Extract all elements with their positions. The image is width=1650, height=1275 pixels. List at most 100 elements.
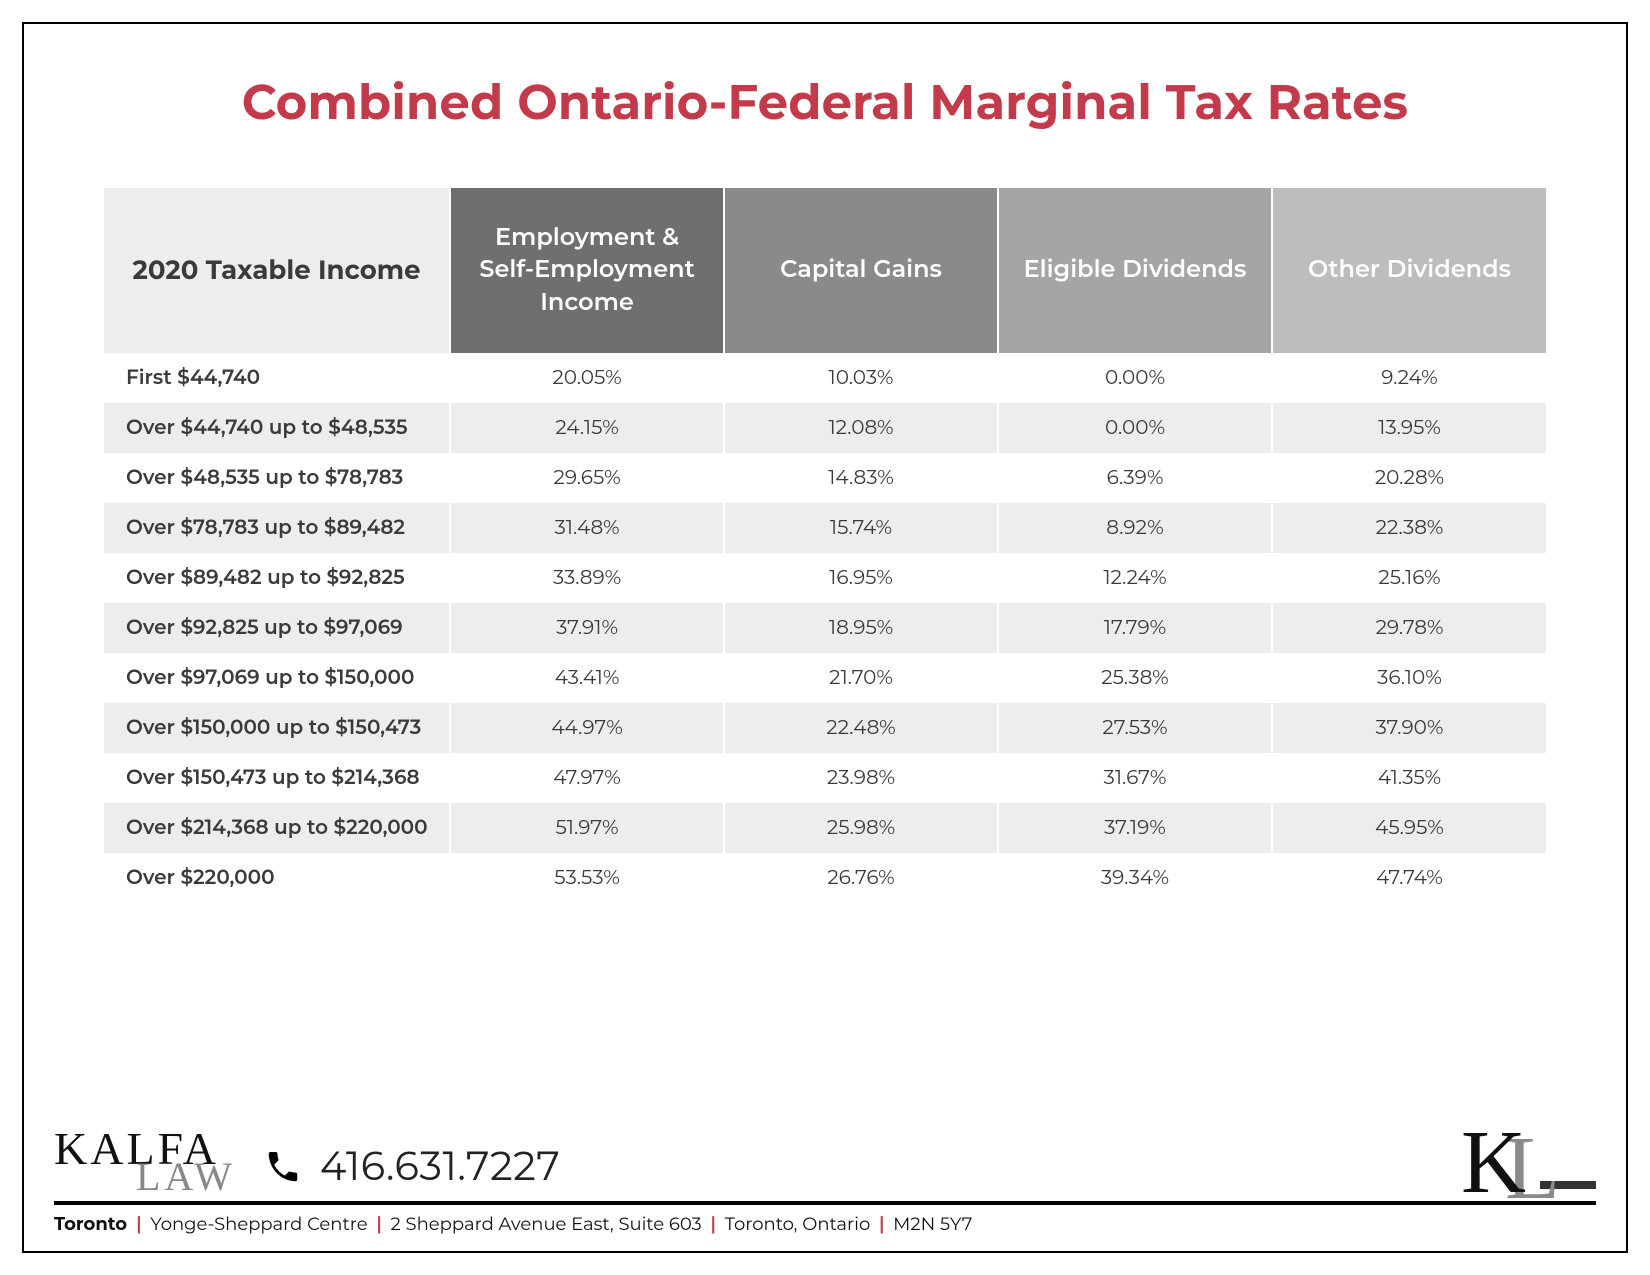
phone-number: 416.631.7227 [320, 1142, 561, 1191]
phone-block: 416.631.7227 [264, 1142, 561, 1191]
rate-cell: 47.97% [450, 753, 724, 803]
footer-address: Toronto | Yonge-Sheppard Centre | 2 Shep… [54, 1213, 1596, 1235]
table-header-row: 2020 Taxable Income Employment & Self-Em… [104, 188, 1546, 353]
rate-cell: 31.67% [998, 753, 1272, 803]
address-separator: | [706, 1213, 719, 1235]
rate-cell: 15.74% [724, 503, 998, 553]
table-row: First $44,74020.05%10.03%0.00%9.24% [104, 353, 1546, 403]
rate-cell: 44.97% [450, 703, 724, 753]
brand-monogram: L K [1461, 1127, 1596, 1199]
bracket-cell: Over $214,368 up to $220,000 [104, 803, 450, 853]
rate-cell: 21.70% [724, 653, 998, 703]
col-header-label: Capital Gains [780, 255, 942, 284]
rate-cell: 24.15% [450, 403, 724, 453]
table-row: Over $150,473 up to $214,36847.97%23.98%… [104, 753, 1546, 803]
rate-cell: 41.35% [1272, 753, 1546, 803]
bracket-cell: Over $89,482 up to $92,825 [104, 553, 450, 603]
rate-cell: 29.78% [1272, 603, 1546, 653]
bracket-cell: Over $44,740 up to $48,535 [104, 403, 450, 453]
rate-cell: 0.00% [998, 403, 1272, 453]
rate-cell: 17.79% [998, 603, 1272, 653]
rate-cell: 51.97% [450, 803, 724, 853]
rate-cell: 47.74% [1272, 853, 1546, 903]
tax-rates-table: 2020 Taxable Income Employment & Self-Em… [104, 188, 1546, 903]
rate-cell: 45.95% [1272, 803, 1546, 853]
rate-cell: 29.65% [450, 453, 724, 503]
address-part: 2 Sheppard Avenue East, Suite 603 [386, 1213, 707, 1235]
rate-cell: 53.53% [450, 853, 724, 903]
bracket-cell: Over $97,069 up to $150,000 [104, 653, 450, 703]
rate-cell: 37.91% [450, 603, 724, 653]
table-row: Over $89,482 up to $92,82533.89%16.95%12… [104, 553, 1546, 603]
table-row: Over $44,740 up to $48,53524.15%12.08%0.… [104, 403, 1546, 453]
address-part: Toronto, Ontario [720, 1213, 875, 1235]
table-row: Over $150,000 up to $150,47344.97%22.48%… [104, 703, 1546, 753]
rate-cell: 31.48% [450, 503, 724, 553]
rate-cell: 27.53% [998, 703, 1272, 753]
address-part: M2N 5Y7 [888, 1213, 972, 1235]
rate-cell: 12.08% [724, 403, 998, 453]
footer: KALFA LAW 416.631.7227 L K Toronto | [24, 1127, 1626, 1235]
bracket-cell: Over $48,535 up to $78,783 [104, 453, 450, 503]
col-header-capgains: Capital Gains [724, 188, 998, 353]
table-row: Over $214,368 up to $220,00051.97%25.98%… [104, 803, 1546, 853]
rate-cell: 0.00% [998, 353, 1272, 403]
rate-cell: 9.24% [1272, 353, 1546, 403]
bracket-cell: Over $92,825 up to $97,069 [104, 603, 450, 653]
bracket-cell: Over $150,473 up to $214,368 [104, 753, 450, 803]
footer-top-row: KALFA LAW 416.631.7227 L K [54, 1127, 1596, 1201]
monogram-letters: L K [1461, 1127, 1526, 1199]
phone-icon [264, 1148, 302, 1186]
bracket-cell: Over $150,000 up to $150,473 [104, 703, 450, 753]
rate-cell: 43.41% [450, 653, 724, 703]
rate-cell: 23.98% [724, 753, 998, 803]
address-separator: | [132, 1213, 145, 1235]
rate-cell: 8.92% [998, 503, 1272, 553]
rate-cell: 25.38% [998, 653, 1272, 703]
address-city: Toronto [54, 1213, 132, 1235]
bracket-cell: Over $78,783 up to $89,482 [104, 503, 450, 553]
address-separator: | [875, 1213, 888, 1235]
rate-cell: 12.24% [998, 553, 1272, 603]
rate-cell: 33.89% [450, 553, 724, 603]
footer-divider [54, 1201, 1596, 1205]
bracket-cell: First $44,740 [104, 353, 450, 403]
address-part: Yonge-Sheppard Centre [146, 1213, 373, 1235]
table-row: Over $92,825 up to $97,06937.91%18.95%17… [104, 603, 1546, 653]
monogram-k: K [1461, 1113, 1526, 1212]
table-row: Over $48,535 up to $78,78329.65%14.83%6.… [104, 453, 1546, 503]
col-header-label: Other Dividends [1308, 255, 1511, 284]
rate-cell: 22.38% [1272, 503, 1546, 553]
rate-cell: 16.95% [724, 553, 998, 603]
table-row: Over $220,00053.53%26.76%39.34%47.74% [104, 853, 1546, 903]
rate-cell: 10.03% [724, 353, 998, 403]
col-header-employment: Employment & Self-Employment Income [450, 188, 724, 353]
rate-cell: 25.98% [724, 803, 998, 853]
col-header-other: Other Dividends [1272, 188, 1546, 353]
brand-line2: LAW [136, 1159, 236, 1195]
brand-block: KALFA LAW 416.631.7227 [54, 1128, 560, 1195]
rate-cell: 20.28% [1272, 453, 1546, 503]
bracket-cell: Over $220,000 [104, 853, 450, 903]
col-header-label: Eligible Dividends [1024, 255, 1247, 284]
col-header-label: Employment & Self-Employment Income [479, 223, 694, 317]
col-header-eligible: Eligible Dividends [998, 188, 1272, 353]
table-row: Over $97,069 up to $150,00043.41%21.70%2… [104, 653, 1546, 703]
address-separator: | [372, 1213, 385, 1235]
col-header-label: 2020 Taxable Income [133, 254, 421, 286]
brand-wordmark: KALFA LAW [54, 1128, 236, 1195]
rate-cell: 37.90% [1272, 703, 1546, 753]
rate-cell: 25.16% [1272, 553, 1546, 603]
rate-cell: 6.39% [998, 453, 1272, 503]
rate-cell: 18.95% [724, 603, 998, 653]
rate-cell: 37.19% [998, 803, 1272, 853]
rate-cell: 22.48% [724, 703, 998, 753]
page-title: Combined Ontario-Federal Marginal Tax Ra… [104, 74, 1546, 132]
rate-cell: 14.83% [724, 453, 998, 503]
rate-cell: 13.95% [1272, 403, 1546, 453]
rate-cell: 20.05% [450, 353, 724, 403]
col-header-income: 2020 Taxable Income [104, 188, 450, 353]
rate-cell: 36.10% [1272, 653, 1546, 703]
table-row: Over $78,783 up to $89,48231.48%15.74%8.… [104, 503, 1546, 553]
rate-cell: 26.76% [724, 853, 998, 903]
